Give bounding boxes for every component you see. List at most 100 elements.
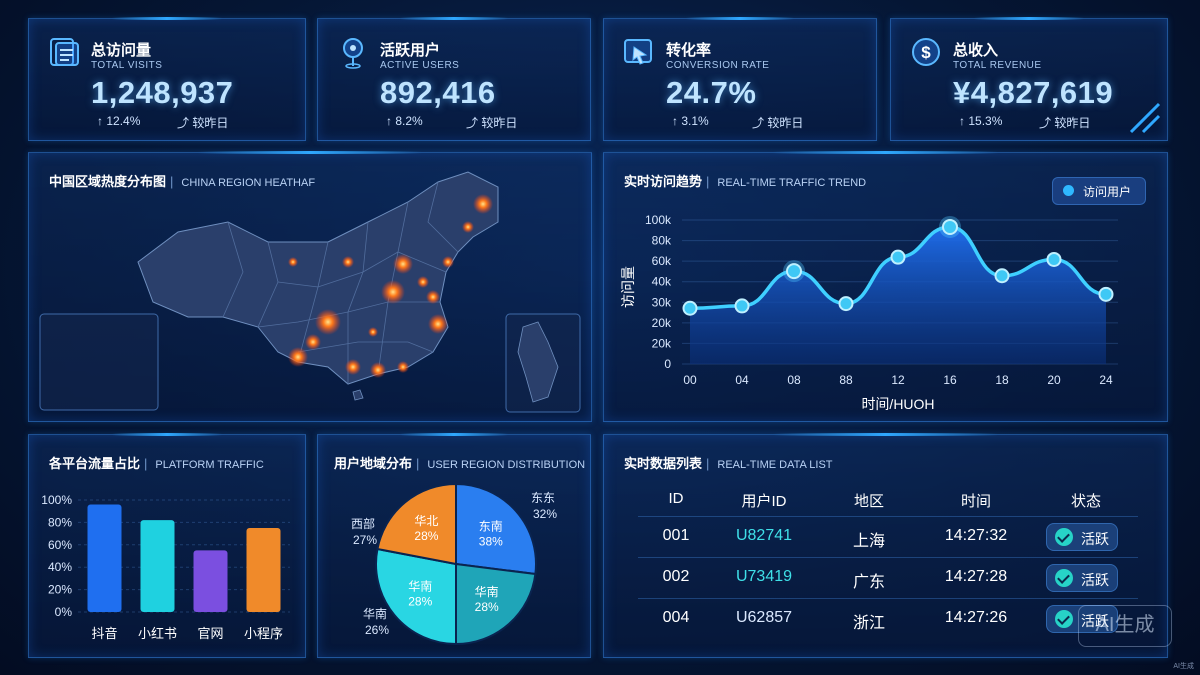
header-time: 时间 bbox=[960, 493, 991, 510]
trend-legend[interactable]: 访问用户 bbox=[1052, 177, 1146, 205]
document-icon bbox=[50, 38, 79, 66]
bar-y-tick: 60% bbox=[48, 538, 72, 552]
bar-y-tick: 40% bbox=[48, 560, 72, 574]
table-row[interactable]: 002 U73419 广东 14:27:28 活跃 bbox=[638, 557, 1138, 598]
pie-slice-label: 华北 bbox=[414, 514, 438, 528]
header-user-id: 用户ID bbox=[741, 493, 787, 510]
pie-slice-pct: 38% bbox=[479, 534, 503, 548]
outside-label-south-pct: 26% bbox=[365, 623, 389, 637]
map-inset-left bbox=[39, 313, 159, 411]
cell-region: 浙江 bbox=[852, 615, 885, 632]
cell-user-id: U73419 bbox=[735, 568, 793, 585]
trend-x-tick: 00 bbox=[683, 373, 697, 387]
cell-id: 001 bbox=[662, 527, 690, 544]
table-row[interactable]: 001 U82741 上海 14:27:32 活跃 bbox=[638, 516, 1138, 557]
svg-text:$: $ bbox=[921, 43, 931, 62]
corner-decoration bbox=[1129, 102, 1161, 134]
platform-traffic-bar-chart[interactable]: 0% 20% 40% 60% 80% 100% 抖音 小红书 官网 小程序 bbox=[28, 434, 306, 658]
kpi-value: 24.7% bbox=[666, 75, 757, 110]
kpi-compare: ⤴ 较昨日 bbox=[177, 116, 229, 130]
kpi-name-en: TOTAL REVENUE bbox=[953, 60, 1042, 71]
table-header-row: ID 用户ID 地区 时间 状态 bbox=[638, 482, 1138, 514]
dollar-icon: $ bbox=[912, 38, 940, 66]
outside-label-east-name: 东东 bbox=[531, 491, 555, 505]
status-badge: 活跃 bbox=[1046, 564, 1118, 592]
kpi-value: ¥4,827,619 bbox=[953, 75, 1114, 110]
bar-x-tick: 抖音 bbox=[91, 626, 117, 641]
pie-slice-1 bbox=[455, 562, 537, 646]
ai-watermark-small: AI生成 bbox=[1173, 663, 1194, 670]
arrow-up-icon: ↑ bbox=[386, 114, 396, 128]
trend-y-tick: 40k bbox=[652, 275, 672, 289]
trend-x-tick: 08 bbox=[787, 373, 801, 387]
kpi-card-total-visits[interactable]: 总访问量 TOTAL VISITS 1,248,937 ↑ 12.4% ⤴ 较昨… bbox=[28, 17, 306, 141]
trend-point bbox=[942, 218, 958, 235]
kpi-name: 转化率 bbox=[666, 42, 712, 59]
trend-y-axis-label: 访问量 bbox=[620, 266, 636, 308]
kpi-card-active-users[interactable]: 活跃用户 ACTIVE USERS 892,416 ↑ 8.2% ⤴ 较昨日 bbox=[317, 17, 591, 141]
trend-icon: ⤴ bbox=[752, 116, 768, 130]
trend-point bbox=[890, 249, 906, 265]
province-borders bbox=[222, 181, 459, 384]
kpi-delta: ↑ 12.4% bbox=[97, 114, 141, 128]
kpi-name: 活跃用户 bbox=[380, 42, 441, 59]
header-region: 地区 bbox=[853, 493, 884, 510]
cell-region: 上海 bbox=[852, 533, 885, 550]
trend-x-axis-label: 时间/HUOH bbox=[861, 396, 934, 412]
trend-point bbox=[1046, 251, 1062, 267]
table-row[interactable]: 004 U62857 浙江 14:27:26 活跃 bbox=[638, 598, 1138, 639]
cell-user-id: U62857 bbox=[735, 609, 793, 626]
kpi-delta: ↑ 15.3% bbox=[959, 114, 1003, 128]
header-status: 状态 bbox=[1070, 493, 1101, 510]
kpi-name-en: TOTAL VISITS bbox=[91, 60, 163, 71]
pie-outside-labels: 东东 32% 西部 27% 华南 26% bbox=[351, 491, 557, 637]
trend-y-tick: 20k bbox=[652, 336, 672, 350]
pie-slice-pct: 28% bbox=[475, 600, 499, 614]
trend-point bbox=[734, 298, 750, 314]
kpi-compare: ⤴ 较昨日 bbox=[752, 116, 804, 130]
trend-point bbox=[838, 296, 854, 312]
kpi-value: 1,248,937 bbox=[91, 75, 234, 110]
china-mainland-shape bbox=[137, 171, 499, 385]
trend-x-tick: 18 bbox=[995, 373, 1009, 387]
china-heat-map[interactable] bbox=[28, 152, 592, 422]
bar-3 bbox=[246, 528, 281, 612]
trend-y-tick: 100k bbox=[645, 213, 672, 227]
kpi-card-conversion-rate[interactable]: 转化率 CONVERSION RATE 24.7% ↑ 3.1% ⤴ 较昨日 bbox=[603, 17, 877, 141]
trend-point bbox=[786, 263, 802, 280]
trend-icon: ⤴ bbox=[177, 116, 193, 130]
bar-2 bbox=[193, 550, 228, 612]
ai-watermark: AI生成 bbox=[1078, 605, 1172, 647]
bar-y-tick: 0% bbox=[55, 605, 73, 619]
trend-x-tick: 16 bbox=[943, 373, 957, 387]
bar-0 bbox=[87, 504, 122, 612]
outside-label-east-pct: 32% bbox=[533, 507, 557, 521]
trend-y-tick: 0 bbox=[664, 357, 671, 371]
cursor-target-icon bbox=[624, 39, 652, 65]
bar-y-tick: 80% bbox=[48, 515, 72, 529]
cell-time: 14:27:26 bbox=[944, 609, 1008, 626]
cell-id: 002 bbox=[662, 568, 690, 585]
arrow-up-icon: ↑ bbox=[672, 114, 682, 128]
outside-label-west-name: 西部 bbox=[351, 516, 375, 531]
check-icon bbox=[1055, 569, 1073, 587]
kpi-name-en: CONVERSION RATE bbox=[666, 60, 770, 71]
trend-x-tick: 88 bbox=[839, 373, 853, 387]
kpi-card-total-revenue[interactable]: $ 总收入 TOTAL REVENUE ¥4,827,619 ↑ 15.3% ⤴… bbox=[890, 17, 1168, 141]
pie-slice-label: 华南 bbox=[475, 584, 499, 599]
pie-slice-2 bbox=[375, 547, 457, 646]
arrow-up-icon: ↑ bbox=[959, 114, 969, 128]
status-badge: 活跃 bbox=[1046, 523, 1118, 551]
traffic-trend-chart[interactable]: 0 20k 20k 30k 40k 60k 80k 100k 00 04 08 88 12 16 18 20… bbox=[603, 152, 1168, 422]
trend-icon: ⤴ bbox=[1039, 116, 1055, 130]
platform-title: 各平台流量占比 | PLATFORM TRAFFIC bbox=[49, 456, 264, 471]
kpi-compare: ⤴ 较昨日 bbox=[1039, 116, 1091, 130]
kpi-name: 总访问量 bbox=[91, 42, 152, 59]
bar-y-tick: 100% bbox=[41, 493, 72, 507]
trend-y-tick: 20k bbox=[652, 316, 672, 330]
check-icon bbox=[1055, 610, 1073, 628]
trend-y-tick: 30k bbox=[652, 295, 672, 309]
trend-x-tick: 04 bbox=[735, 373, 749, 387]
kpi-value: 892,416 bbox=[380, 75, 496, 110]
